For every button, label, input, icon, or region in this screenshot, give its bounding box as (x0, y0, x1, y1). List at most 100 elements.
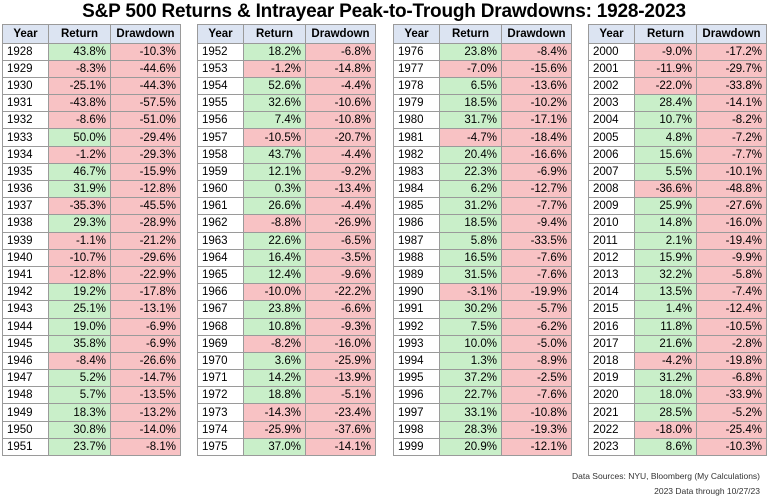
table-row: 1976 23.8% -8.4% (393, 42, 572, 61)
drawdown-cell: -29.3% (110, 145, 181, 164)
year-cell: 1935 (2, 162, 49, 182)
table-row: 1981 -4.7% -18.4% (393, 128, 572, 147)
return-cell: 7.5% (439, 317, 502, 336)
year-cell: 1993 (393, 334, 440, 353)
year-cell: 1929 (2, 59, 49, 78)
year-cell: 2001 (588, 59, 635, 78)
drawdown-cell: -29.4% (110, 128, 181, 147)
year-cell: 1956 (197, 111, 244, 130)
year-cell: 1937 (2, 197, 49, 216)
return-header: Return (243, 24, 306, 44)
table-row: 1995 37.2% -2.5% (393, 369, 572, 388)
return-cell: 5.2% (48, 369, 111, 388)
return-cell: -36.6% (634, 179, 697, 199)
drawdown-cell: -27.6% (696, 197, 767, 216)
year-cell: 2019 (588, 369, 635, 388)
return-cell: 18.0% (634, 386, 697, 405)
table-row: 2001 -11.9% -29.7% (588, 59, 767, 78)
table-row: 1940 -10.7% -29.6% (2, 248, 181, 267)
year-cell: 1936 (2, 179, 49, 199)
drawdown-cell: -15.6% (501, 59, 572, 78)
return-cell: 5.8% (439, 231, 502, 250)
table-row: 2014 13.5% -7.4% (588, 283, 767, 302)
table-row: 1996 22.7% -7.6% (393, 386, 572, 405)
drawdown-cell: -4.4% (305, 76, 376, 96)
return-cell: 28.5% (634, 403, 697, 422)
return-cell: 19.0% (48, 317, 111, 336)
table-row: 1985 31.2% -7.7% (393, 197, 572, 216)
table-row: 2018 -4.2% -19.8% (588, 351, 767, 371)
drawdown-cell: -12.1% (501, 437, 572, 457)
drawdown-cell: -8.4% (501, 42, 572, 61)
return-cell: -22.0% (634, 76, 697, 96)
year-header: Year (197, 24, 244, 44)
drawdown-cell: -25.9% (305, 351, 376, 371)
year-cell: 2015 (588, 300, 635, 319)
return-cell: 18.5% (439, 94, 502, 113)
table-row: 1937 -35.3% -45.5% (2, 197, 181, 216)
return-cell: 14.8% (634, 214, 697, 233)
drawdown-cell: -6.6% (305, 300, 376, 319)
table-row: 2022 -18.0% -25.4% (588, 420, 767, 439)
returns-table: Year Return Drawdown 1952 18.2% -6.8% 1953-… (197, 24, 376, 457)
year-cell: 1931 (2, 94, 49, 113)
table-row: 1977 -7.0% -15.6% (393, 59, 572, 78)
year-cell: 1988 (393, 248, 440, 267)
drawdown-cell: -22.2% (305, 283, 376, 302)
drawdown-cell: -16.6% (501, 145, 572, 164)
return-cell: -1.2% (243, 59, 306, 78)
table-row: 1935 46.7% -15.9% (2, 162, 181, 182)
table-row: 1966 -10.0% -22.2% (197, 283, 376, 302)
table-row: 1942 19.2% -17.8% (2, 283, 181, 302)
drawdown-cell: -44.3% (110, 76, 181, 96)
return-cell: -10.7% (48, 248, 111, 267)
return-cell: 12.1% (243, 162, 306, 182)
return-header: Return (439, 24, 502, 44)
table-row: 1960 0.3% -13.4% (197, 179, 376, 199)
drawdown-cell: -29.6% (110, 248, 181, 267)
drawdown-cell: -14.0% (110, 420, 181, 439)
year-cell: 1990 (393, 283, 440, 302)
return-cell: 23.7% (48, 437, 111, 457)
return-cell: 20.9% (439, 437, 502, 457)
return-cell: 5.7% (48, 386, 111, 405)
drawdown-cell: -10.1% (696, 162, 767, 182)
table-row: 1959 12.1% -9.2% (197, 162, 376, 182)
year-cell: 1928 (2, 42, 49, 61)
table-row: 1964 16.4% -3.5% (197, 248, 376, 267)
year-cell: 2012 (588, 248, 635, 267)
returns-table: Year Return Drawdown 1976 23.8% -8.4% 1977-… (393, 24, 572, 457)
drawdown-cell: -10.8% (305, 111, 376, 130)
drawdown-cell: -9.9% (696, 248, 767, 267)
table-row: 1957 -10.5% -20.7% (197, 128, 376, 147)
year-cell: 1955 (197, 94, 244, 113)
table-row: 1979 18.5% -10.2% (393, 94, 572, 113)
year-cell: 1973 (197, 403, 244, 422)
year-cell: 1966 (197, 283, 244, 302)
year-cell: 1939 (2, 231, 49, 250)
table-row: 1972 18.8% -5.1% (197, 386, 376, 405)
table-row: 1945 35.8% -6.9% (2, 334, 181, 353)
table-row: 1962 -8.8% -26.9% (197, 214, 376, 233)
year-cell: 1954 (197, 76, 244, 96)
year-cell: 1992 (393, 317, 440, 336)
table-row: 2015 1.4% -12.4% (588, 300, 767, 319)
return-cell: 15.9% (634, 248, 697, 267)
return-cell: 22.7% (439, 386, 502, 405)
year-cell: 1986 (393, 214, 440, 233)
drawdown-cell: -14.1% (305, 437, 376, 457)
table-row: 2023 8.6% -10.3% (588, 437, 767, 457)
drawdown-cell: -5.1% (305, 386, 376, 405)
drawdown-cell: -9.3% (305, 317, 376, 336)
year-cell: 1979 (393, 94, 440, 113)
table-row: 1946 -8.4% -26.6% (2, 351, 181, 371)
year-cell: 1985 (393, 197, 440, 216)
year-cell: 1995 (393, 369, 440, 388)
return-cell: 18.3% (48, 403, 111, 422)
table-row: 1986 18.5% -9.4% (393, 214, 572, 233)
year-cell: 1962 (197, 214, 244, 233)
drawdown-cell: -14.1% (696, 94, 767, 113)
year-cell: 2023 (588, 437, 635, 457)
year-cell: 1959 (197, 162, 244, 182)
return-cell: 31.9% (48, 179, 111, 199)
